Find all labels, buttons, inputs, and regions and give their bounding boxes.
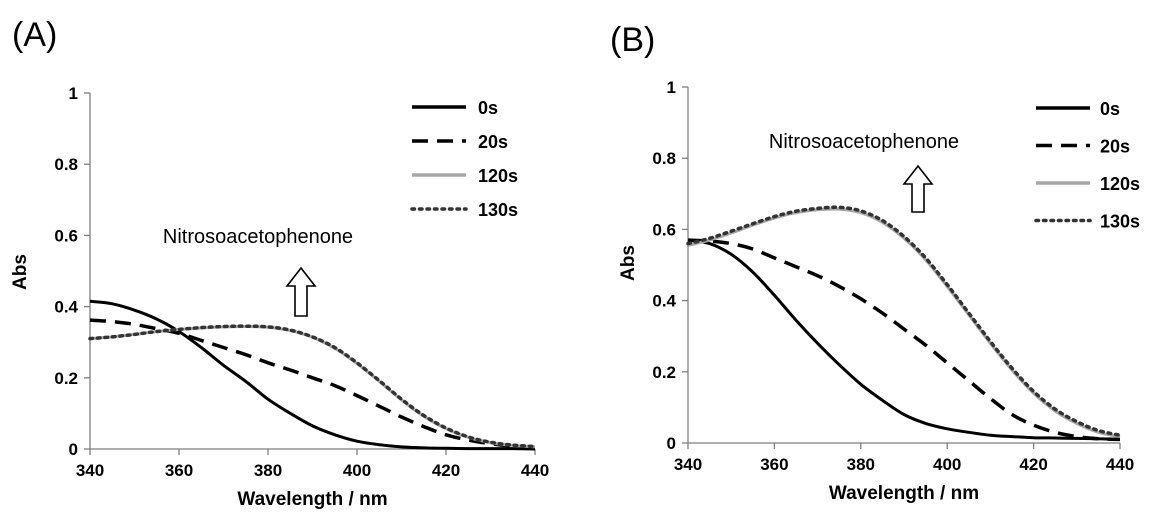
x-tick-label: 440 bbox=[521, 461, 549, 480]
series-line-120s bbox=[89, 324, 536, 449]
panel-label: (A) bbox=[12, 16, 57, 54]
y-tick-label: 0.8 bbox=[54, 155, 78, 174]
up-arrow-icon bbox=[285, 266, 317, 317]
y-tick-label: 0.4 bbox=[652, 292, 676, 311]
annotation-text: Nitrosoacetophenone bbox=[163, 226, 353, 248]
y-tick-label: 0.6 bbox=[54, 226, 78, 245]
series-line-130s bbox=[686, 205, 1122, 437]
series-line-0s bbox=[687, 238, 1121, 441]
y-tick-label: 0.8 bbox=[652, 149, 676, 168]
legend-label-130s: 130s bbox=[1100, 212, 1140, 232]
series-line-120s bbox=[687, 207, 1121, 439]
x-tick-label: 400 bbox=[933, 455, 961, 474]
x-tick-label: 400 bbox=[343, 461, 371, 480]
y-axis-label: Abs bbox=[618, 245, 639, 281]
legend-label-0s: 0s bbox=[478, 98, 498, 118]
series-line-0s bbox=[89, 299, 536, 451]
x-axis-label: Wavelength / nm bbox=[237, 489, 387, 510]
x-tick-label: 360 bbox=[760, 455, 788, 474]
x-tick-label: 380 bbox=[254, 461, 282, 480]
y-tick-label: 0.4 bbox=[54, 298, 78, 317]
x-tick-label: 360 bbox=[165, 461, 193, 480]
x-axis-label: Wavelength / nm bbox=[829, 483, 979, 504]
legend-label-0s: 0s bbox=[1100, 99, 1120, 119]
x-tick-label: 440 bbox=[1106, 455, 1134, 474]
chart-panel-a: (A) 0 0.2 0.4 0.6 0.8 1 340 360 380 400 420 440 Wavel… bbox=[10, 16, 549, 510]
x-tick-label: 340 bbox=[76, 461, 104, 480]
x-tick-label: 420 bbox=[432, 461, 460, 480]
chart-panel-b: (B) 0 0.2 0.4 0.6 0.8 1 340 360 380 400 420 440 Wavel… bbox=[610, 21, 1140, 504]
y-tick-label: 0 bbox=[667, 434, 676, 453]
legend-label-120s: 120s bbox=[1100, 174, 1140, 194]
y-tick-label: 0 bbox=[69, 440, 78, 459]
legend-label-20s: 20s bbox=[478, 132, 508, 152]
series-line-20s bbox=[89, 318, 536, 449]
y-tick-label: 0.2 bbox=[652, 363, 676, 382]
series-line-20s bbox=[687, 238, 1121, 442]
y-tick-label: 0.2 bbox=[54, 369, 78, 388]
panel-label: (B) bbox=[610, 21, 655, 59]
y-axis-label: Abs bbox=[10, 254, 31, 290]
legend-label-20s: 20s bbox=[1100, 137, 1130, 157]
y-tick-label: 1 bbox=[667, 78, 676, 97]
x-tick-label: 340 bbox=[674, 455, 702, 474]
up-arrow-icon bbox=[902, 164, 934, 213]
annotation-text: Nitrosoacetophenone bbox=[769, 131, 959, 153]
x-tick-label: 380 bbox=[847, 455, 875, 474]
legend-label-120s: 120s bbox=[478, 166, 518, 186]
y-tick-label: 0.6 bbox=[652, 220, 676, 239]
series-line-130s bbox=[88, 324, 537, 449]
x-tick-label: 420 bbox=[1019, 455, 1047, 474]
y-tick-label: 1 bbox=[69, 84, 78, 103]
legend-label-130s: 130s bbox=[478, 200, 518, 220]
